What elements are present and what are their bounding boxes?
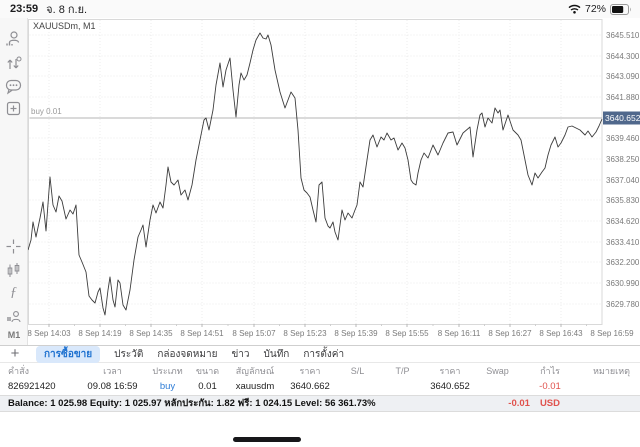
chart-canvas[interactable]: 3645.510 3644.300 3643.090 3641.880 3639.460…	[28, 18, 640, 345]
cell-11: หมายเหตุ	[592, 365, 630, 376]
time-tick-label: 8 Sep 15:07	[232, 329, 276, 338]
profit-value: -0.01	[508, 398, 530, 409]
status-bar: 23:59 จ. 8 ก.ย. 72%	[0, 0, 640, 18]
cell-3: 0.01	[198, 381, 217, 392]
time-tick-label: 8 Sep 16:27	[488, 329, 532, 338]
cell-9: Swap	[486, 365, 509, 376]
trade-arrows-icon[interactable]	[5, 55, 22, 72]
tab-1[interactable]: ประวัติ	[114, 348, 144, 360]
time-tick-label: 8 Sep 14:51	[180, 329, 224, 338]
left-toolbar: ƒ M1	[0, 18, 28, 345]
price-tick-label: 3645.510	[606, 31, 640, 40]
price-tick-label: 3639.460	[606, 134, 640, 143]
cell-5: 3640.662	[290, 381, 330, 392]
price-tick-label: 3630.990	[606, 279, 640, 288]
cell-4: สัญลักษณ์	[235, 365, 275, 376]
home-indicator[interactable]	[233, 437, 301, 442]
time-tick-label: 8 Sep 15:55	[385, 329, 429, 338]
status-date: จ. 8 ก.ย.	[46, 4, 88, 16]
cell-7: T/P	[395, 365, 410, 376]
crosshair-icon[interactable]	[5, 238, 22, 255]
tab-bar: + การซื้อขาย ประวัติ กล่องจดหมาย ข่าว บันทึก…	[0, 345, 640, 363]
chat-icon[interactable]	[5, 78, 22, 95]
time-tick-label: 8 Sep 16:43	[539, 329, 583, 338]
bottom-panel: + การซื้อขาย ประวัติ กล่องจดหมาย ข่าว บันทึก…	[0, 345, 640, 447]
cell-0: คำสั่ง	[8, 365, 29, 376]
price-tick-label: 3634.620	[606, 217, 640, 226]
price-tick-label: 3629.780	[606, 300, 640, 309]
new-order-icon[interactable]	[5, 100, 22, 117]
time-tick-label: 8 Sep 16:11	[438, 329, 481, 338]
tab-0[interactable]: การซื้อขาย	[36, 345, 101, 363]
cell-10: กำไร	[540, 365, 560, 376]
tab-bar-items: การซื้อขาย ประวัติ กล่องจดหมาย ข่าว บันทึก กา…	[36, 345, 345, 363]
tab-4[interactable]: บันทึก	[263, 348, 290, 360]
battery-icon	[610, 3, 632, 15]
chart-frame	[28, 19, 603, 325]
cell-1: เวลา	[103, 365, 122, 376]
price-tick-label: 3637.040	[606, 176, 640, 185]
indicators-f-icon[interactable]: ƒ	[10, 285, 17, 300]
table-row[interactable]: 826921420 09.08 16:59 buy 0.01 xauusdm 3640.6…	[0, 378, 640, 395]
cell-10: -0.01	[539, 381, 561, 392]
time-tick-label: 8 Sep 14:35	[129, 329, 173, 338]
current-price-badge	[603, 111, 640, 125]
price-tick-label: 3643.090	[606, 72, 640, 81]
price-tick-label: 3633.410	[606, 238, 640, 247]
tab-5[interactable]: การตั้งค่า	[303, 348, 345, 360]
objects-icon[interactable]	[5, 308, 22, 325]
price-tick-label: 3641.880	[606, 93, 640, 102]
cell-3: ขนาด	[195, 365, 220, 376]
cell-0: 826921420	[8, 381, 56, 392]
tab-2[interactable]: กล่องจดหมาย	[157, 348, 218, 360]
cell-8: 3640.652	[430, 381, 470, 392]
add-tab-button[interactable]: +	[10, 345, 20, 362]
table-header-row: คำสั่ง เวลา ประเภท ขนาด สัญลักษณ์ ราคา S/L T/P ร…	[0, 363, 640, 378]
price-chart[interactable]: 3645.510 3644.300 3643.090 3641.880 3639.460…	[28, 18, 640, 345]
cell-8: ราคา	[439, 365, 461, 376]
price-tick-label: 3638.250	[606, 155, 640, 164]
price-line-series	[28, 32, 603, 316]
balance-bar: Balance: 1 025.98 Equity: 1 025.97 หลักป…	[0, 395, 640, 412]
floating-profit: -0.01 USD	[508, 398, 560, 409]
time-tick-label: 8 Sep 14:03	[28, 329, 71, 338]
cell-4: xauusdm	[235, 381, 275, 392]
current-price-value: 3640.652	[605, 113, 640, 123]
cell-2: ประเภท	[152, 365, 183, 376]
battery-percent: 72%	[584, 3, 606, 15]
account-icon[interactable]	[5, 30, 22, 47]
timeframe-button[interactable]: M1	[7, 330, 21, 340]
trade-table: คำสั่ง เวลา ประเภท ขนาด สัญลักษณ์ ราคา S/L T/P ร…	[0, 363, 640, 395]
cell-5: ราคา	[299, 365, 321, 376]
tab-3[interactable]: ข่าว	[231, 348, 250, 360]
account-summary: Balance: 1 025.98 Equity: 1 025.97 หลักป…	[8, 398, 376, 409]
profit-currency: USD	[539, 398, 560, 409]
time-tick-label: 8 Sep 15:39	[334, 329, 378, 338]
time-tick-label: 8 Sep 16:59	[590, 329, 634, 338]
time-tick-label: 8 Sep 15:23	[283, 329, 327, 338]
chart-symbol-label: XAUUSDm, M1	[33, 21, 96, 31]
cell-2: buy	[159, 381, 176, 392]
cell-1: 09.08 16:59	[87, 381, 138, 392]
price-tick-label: 3644.300	[606, 52, 640, 61]
cell-6: S/L	[350, 365, 365, 376]
candlestick-icon[interactable]	[5, 262, 22, 279]
time-tick-label: 8 Sep 14:19	[78, 329, 122, 338]
buy-position-label: buy 0.01	[31, 107, 62, 116]
wifi-icon	[568, 4, 581, 14]
price-tick-label: 3635.830	[606, 196, 640, 205]
price-tick-label: 3632.200	[606, 258, 640, 267]
clock: 23:59	[10, 3, 39, 15]
